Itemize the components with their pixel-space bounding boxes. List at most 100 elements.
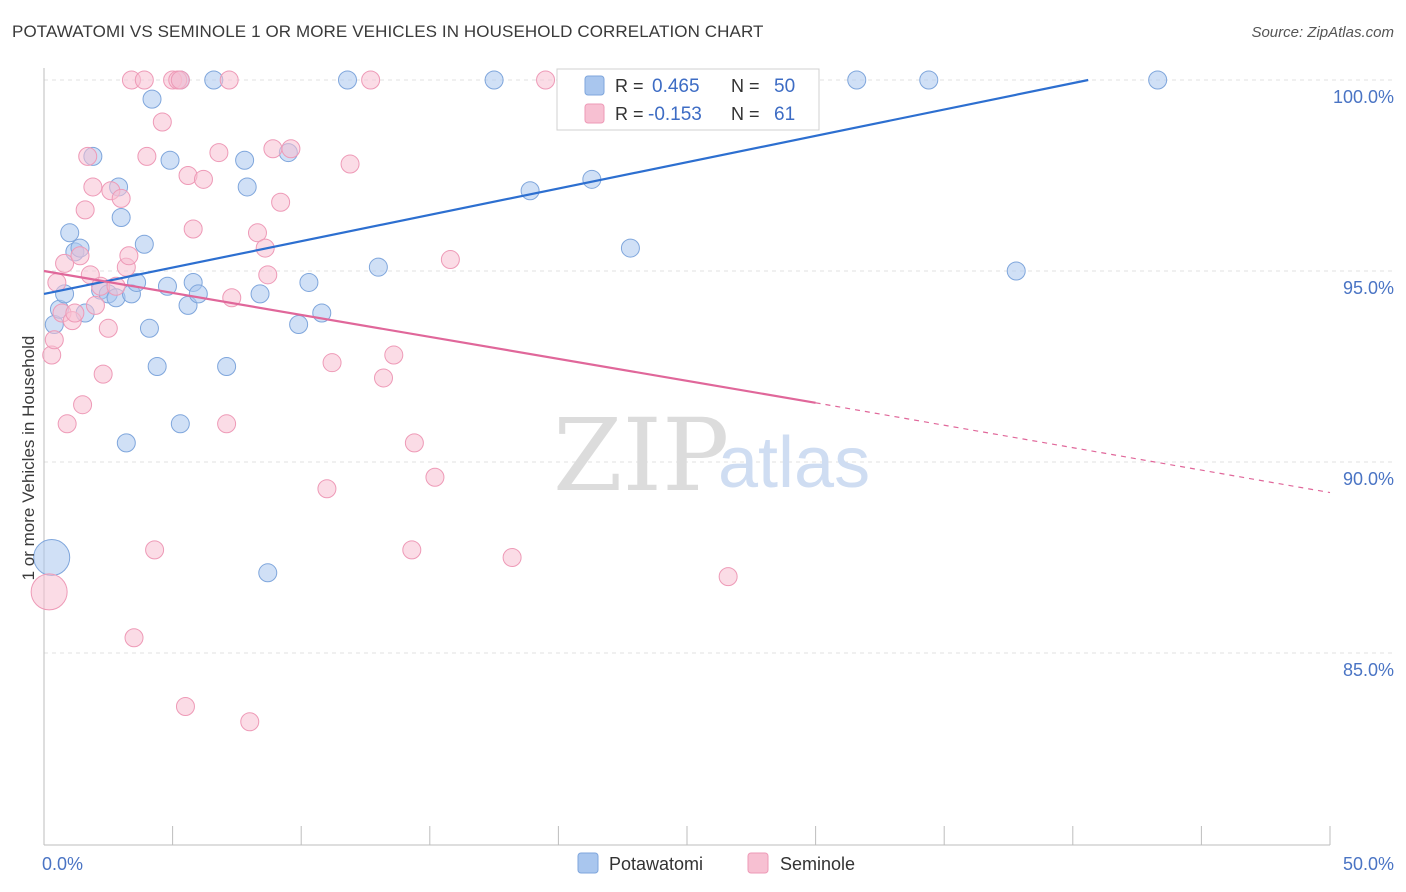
point-seminole-58 [536,70,556,90]
point-potawatomi-18 [139,318,159,338]
legend-r-value-seminole: -0.153 [648,104,702,125]
point-potawatomi-44 [620,238,640,258]
point-potawatomi-38 [337,70,357,90]
point-seminole-24 [124,628,144,648]
point-seminole-50 [361,70,381,90]
point-seminole-29 [152,112,172,132]
point-seminole-0 [30,573,68,611]
point-potawatomi-48 [1006,261,1026,281]
point-seminole-17 [93,364,113,384]
series-legend-label-potawatomi: Potawatomi [609,854,703,874]
point-seminole-23 [119,246,139,266]
point-potawatomi-31 [237,177,257,197]
point-seminole-32 [175,696,195,716]
point-potawatomi-32 [250,284,270,304]
point-seminole-14 [83,177,103,197]
legend-r-label-seminole: R = [615,104,644,124]
point-seminole-38 [217,414,237,434]
point-seminole-57 [502,548,522,567]
point-potawatomi-47 [919,70,939,90]
point-potawatomi-41 [520,181,540,201]
point-seminole-60 [170,70,190,90]
point-seminole-54 [404,433,424,453]
point-potawatomi-22 [160,150,180,170]
point-seminole-12 [78,146,98,166]
trend-line-seminole-extrapolated [815,402,1331,494]
point-seminole-36 [209,143,229,163]
point-seminole-46 [281,139,301,159]
legend-r-value-potawatomi: 0.465 [652,76,700,97]
watermark-atlas: atlas [718,423,870,503]
point-potawatomi-35 [289,314,309,334]
point-seminole-28 [145,540,165,560]
point-potawatomi-33 [258,563,278,583]
point-seminole-2 [44,330,64,350]
point-potawatomi-27 [188,284,208,304]
point-seminole-40 [240,712,260,732]
point-potawatomi-39 [368,257,388,277]
point-seminole-21 [111,188,131,208]
axes [43,68,1331,846]
point-seminole-35 [193,169,213,189]
point-seminole-45 [271,192,291,212]
stats-legend: R = 0.465 N = 50 R = -0.153 N = 61 [556,68,820,131]
y-tick-label-3: 85.0% [1343,660,1394,680]
trend-lines [43,78,1331,494]
chart-source: Source: ZipAtlas.com [1251,24,1394,41]
point-seminole-55 [425,467,445,487]
point-seminole-26 [134,70,154,90]
point-seminole-9 [70,246,90,266]
point-seminole-51 [374,368,394,388]
point-seminole-34 [183,219,203,239]
point-potawatomi-30 [235,150,255,170]
y-tick-label-0: 100.0% [1333,87,1394,107]
point-potawatomi-24 [170,414,190,434]
point-potawatomi-20 [147,357,167,376]
y-axis-label: 1 or more Vehicles in Household [19,336,38,581]
legend-n-value-seminole: 61 [774,104,795,125]
point-seminole-53 [402,540,422,560]
legend-r-label-potawatomi: R = [615,76,644,96]
point-seminole-48 [322,353,342,373]
legend-swatch-seminole [584,103,605,124]
point-potawatomi-4 [60,223,80,243]
point-seminole-37 [219,70,239,90]
point-potawatomi-49 [1148,70,1168,90]
point-seminole-18 [98,318,118,338]
legend-n-label-seminole: N = [731,104,760,124]
point-seminole-3 [47,272,67,292]
legend-swatch-potawatomi [584,75,605,96]
trend-line-seminole [43,269,816,404]
point-seminole-27 [137,146,157,166]
x-tick-label-0: 0.0% [42,854,83,874]
point-seminole-52 [384,345,404,365]
point-seminole-41 [247,223,267,243]
point-seminole-10 [73,395,93,415]
watermark: ZIP atlas [553,397,870,514]
watermark-zip: ZIP [553,397,729,514]
point-potawatomi-0 [33,539,71,576]
point-seminole-8 [65,303,85,323]
point-seminole-15 [85,295,105,315]
point-seminole-49 [340,154,360,174]
series-legend-label-seminole: Seminole [780,854,855,874]
point-seminole-44 [263,139,283,159]
point-seminole-6 [57,414,77,434]
series-legend: Potawatomi Seminole [577,852,855,874]
point-seminole-43 [258,265,278,285]
point-potawatomi-46 [847,70,867,90]
point-potawatomi-36 [299,272,319,292]
tick-labels: 100.0% 95.0% 90.0% 85.0% 0.0% 50.0% [42,87,1394,874]
point-seminole-47 [317,479,337,499]
point-potawatomi-40 [484,70,504,90]
point-potawatomi-29 [217,357,237,376]
y-tick-label-2: 90.0% [1343,469,1394,489]
y-tick-label-1: 95.0% [1343,278,1394,298]
point-seminole-56 [440,250,460,270]
point-potawatomi-17 [134,234,154,254]
point-seminole-59 [718,567,738,587]
series-legend-swatch-seminole [747,852,769,874]
series-legend-swatch-potawatomi [577,852,599,874]
chart-title: POTAWATOMI VS SEMINOLE 1 OR MORE VEHICLE… [12,22,764,41]
